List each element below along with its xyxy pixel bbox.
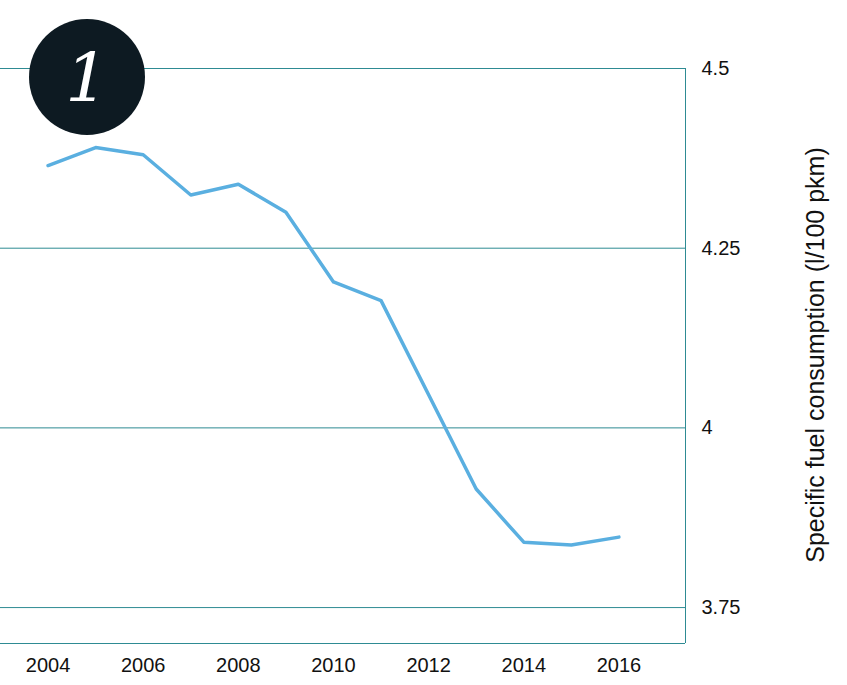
html-text:1: 1 <box>65 37 109 117</box>
html-text:Specific fuel consumption (l/1: Specific fuel consumption (l/100 pkm) <box>800 147 829 563</box>
svg-text:3.75: 3.75 <box>702 596 741 618</box>
svg-text:2010: 2010 <box>311 654 356 676</box>
svg-text:4.5: 4.5 <box>702 57 730 79</box>
svg-text:2006: 2006 <box>121 654 166 676</box>
svg-text:2004: 2004 <box>26 654 71 676</box>
svg-text:4: 4 <box>702 416 713 438</box>
svg-text:2012: 2012 <box>406 654 451 676</box>
svg-text:2008: 2008 <box>216 654 261 676</box>
svg-text:2016: 2016 <box>597 654 642 676</box>
svg-text:4.25: 4.25 <box>702 237 741 259</box>
svg-text:2014: 2014 <box>502 654 547 676</box>
